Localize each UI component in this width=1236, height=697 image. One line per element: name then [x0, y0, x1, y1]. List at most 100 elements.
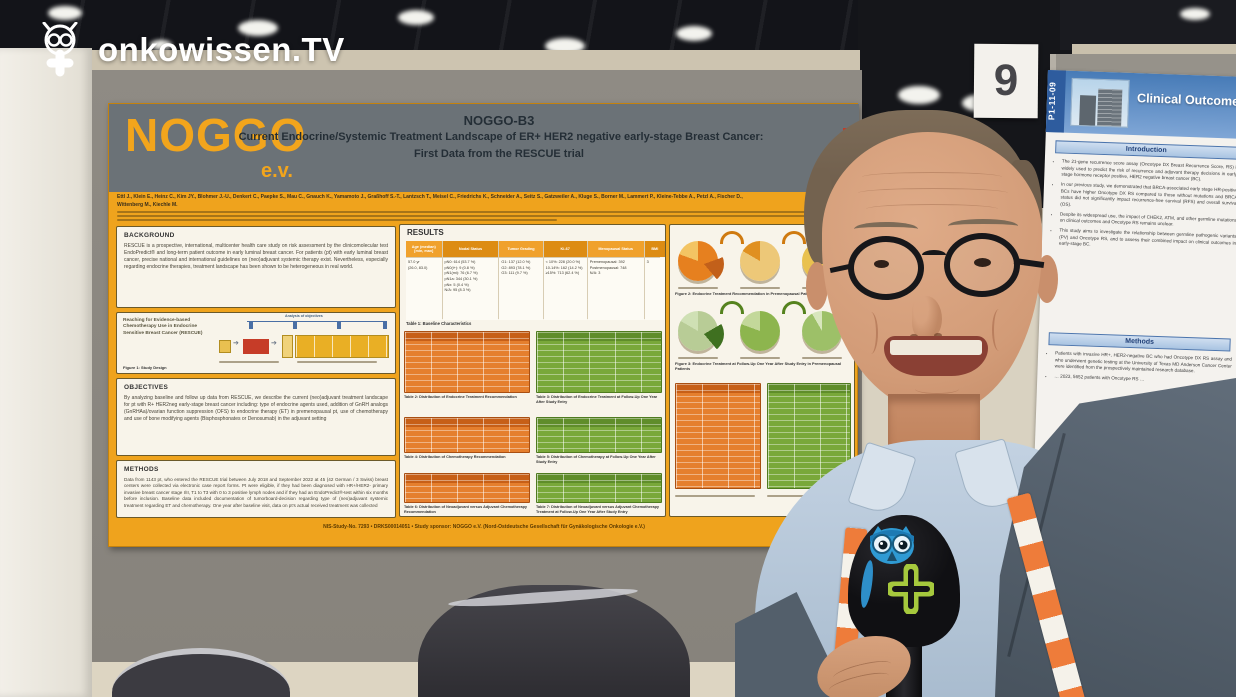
- noggo-logo-suffix: e.v.: [261, 160, 293, 182]
- ceiling-light: [398, 10, 434, 25]
- ceiling-corner: [1060, 0, 1236, 50]
- table1-header: Ki-67: [543, 241, 587, 257]
- methods-text: Data from 1143 pt, who entered the RESCU…: [124, 477, 388, 508]
- poster-title-line1: Current Endocrine/Systemic Treatment Lan…: [238, 131, 764, 143]
- owl-logo-icon: [42, 22, 78, 77]
- smile-crease: [864, 312, 878, 354]
- pie-chart-followup-2: [740, 311, 780, 351]
- glasses-left-lens: [848, 236, 924, 300]
- noggo-logo: NOGGO: [125, 109, 307, 161]
- table7-neoadjuvant-followup: [536, 473, 662, 503]
- nostril: [934, 333, 942, 338]
- figure1-arrow: ➔: [233, 340, 239, 347]
- background-heading: BACKGROUND: [124, 232, 175, 239]
- table6-caption: Table 6: Distribution of Neoadjuvant ver…: [404, 505, 527, 514]
- pie-label: [678, 357, 718, 359]
- affiliations-line: [117, 211, 829, 213]
- flow-arrow: [720, 231, 744, 244]
- person-nose: [912, 296, 942, 340]
- ceiling-light: [48, 6, 82, 20]
- figure1-box-endopredict: [243, 339, 269, 354]
- table1-header: Menopausal Status: [587, 241, 644, 257]
- figure1-visit-marker: [383, 322, 387, 329]
- figure1-box: Reaching for Evidence-based Chemotherapy…: [116, 312, 396, 374]
- table1-cell: < 10%: 228 (20.0 %) 10-14%: 162 (14.2 %)…: [543, 258, 587, 320]
- table1-cell: G1: 137 (12.0 %) G2: 893 (78.1 %) G3: 11…: [499, 258, 543, 320]
- right-poster-header: P1-11-09 Clinical Outcome: [1045, 70, 1236, 140]
- table1-cell: 57.0 yr (26.0, 83.0): [406, 258, 442, 320]
- person-eye: [974, 258, 991, 267]
- author-list: Ettl J., Klein E., Heinz C., Kim JY., Bl…: [117, 194, 851, 221]
- methods-heading: METHODS: [124, 466, 159, 473]
- ceiling-light: [676, 26, 712, 41]
- pie-label: [740, 287, 780, 289]
- figure1-box-registry: [219, 340, 231, 353]
- introduction-heading: Introduction: [1055, 140, 1236, 160]
- results-section: RESULTS Age (median) [min, max] Nodal St…: [399, 224, 666, 517]
- pie-label: [802, 357, 842, 359]
- glasses-bridge: [922, 250, 946, 260]
- poster-footer: NIS-Study-No. 7293 • DRKS00014051 • Stud…: [323, 524, 645, 530]
- baseline-characteristics-table: Age (median) [min, max] Nodal Status Tum…: [406, 241, 665, 320]
- table1-cell: Premenopausal: 392 Postmenopausal: 748 N…: [587, 258, 644, 320]
- table6-neoadjuvant-recommendation: [404, 473, 530, 503]
- person-ear: [806, 262, 828, 310]
- owl-icon: [870, 526, 914, 564]
- objectives-section: OBJECTIVES By analyzing baseline and fol…: [116, 378, 396, 456]
- smile-crease: [992, 309, 1006, 351]
- authors-line1: Ettl J., Klein E., Heinz C., Kim JY., Bl…: [117, 194, 743, 200]
- authors-line2: Wittenberg M., Kiechle M.: [117, 201, 178, 208]
- noggo-poster: ✚ NOGGO e.v. NOGGO-B3 Current Endocrine/…: [108, 103, 859, 547]
- forehead-wrinkle: [866, 204, 998, 214]
- ceiling-light: [238, 20, 278, 36]
- clover-plus-icon: [888, 564, 934, 614]
- board-number: 9: [973, 43, 1039, 119]
- figure1-bracket: [247, 321, 387, 322]
- table1-cell: pN0: 614 (53.7 %) pN0(i+): 9 (0.8 %) pN1…: [442, 258, 499, 320]
- intro-bullet: The 21-gene recurrence score assay (Onco…: [1061, 159, 1236, 185]
- ceiling-light: [150, 40, 172, 50]
- figure1-title: Reaching for Evidence-based Chemotherapy…: [123, 318, 203, 336]
- methods-section: METHODS Data from 1143 pt, who entered t…: [116, 460, 396, 518]
- flow-arrow: [782, 231, 806, 244]
- forehead-wrinkle: [862, 172, 1002, 182]
- table3-caption: Table 3: Distribution of Endocrine Treat…: [536, 395, 658, 404]
- methods-bullet: Patients with invasive HR+, HER2-negativ…: [1055, 350, 1233, 376]
- table4-chemo-recommendation: [404, 417, 530, 453]
- table4-caption: Table 4: Distribution of Chemotherapy Re…: [404, 455, 506, 459]
- table2-caption: Table 2: Distribution of Endocrine Treat…: [404, 395, 517, 399]
- figure2-caption: Figure 2: Endocrine Treatment Recommenda…: [675, 291, 816, 296]
- board-number-text: 9: [993, 55, 1019, 106]
- flow-arrow: [782, 301, 806, 314]
- figure1-followup-bar: [295, 335, 389, 358]
- figure1-arrow: ➔: [271, 340, 277, 347]
- background-text: RESCUE is a prospective, international, …: [124, 243, 388, 270]
- figure1-label: [219, 361, 279, 363]
- chin-crease: [915, 384, 959, 394]
- results-heading: RESULTS: [407, 228, 444, 237]
- right-poster-title: Clinical Outcome: [1136, 91, 1236, 109]
- pie-wedge: [684, 244, 724, 284]
- building-silhouette: [1097, 88, 1123, 127]
- figures-orange-table: [675, 383, 761, 489]
- channel-logo-text: onkowissen.TV: [98, 31, 345, 68]
- intro-bullet: In our previous study, we demonstrated t…: [1060, 181, 1236, 214]
- objectives-text: By analyzing baseline and follow up data…: [124, 395, 388, 422]
- figure1-box-therapy: [282, 335, 293, 358]
- affiliations-line: [117, 219, 558, 221]
- person-teeth: [890, 340, 982, 355]
- figure1-caption: Figure 1: Study Design: [123, 365, 167, 370]
- right-poster-id: P1-11-09: [1045, 70, 1066, 133]
- methods-heading-right: Methods: [1048, 332, 1231, 352]
- intro-bullet: This study aims to investigate the relat…: [1059, 227, 1236, 253]
- figure1-label: [297, 361, 377, 363]
- table1-header: Nodal Status: [442, 241, 499, 257]
- pie-wedge: [684, 314, 724, 354]
- figure1-visit-marker: [249, 322, 253, 329]
- table2-endocrine-recommendation: [404, 331, 530, 393]
- building-photo: [1070, 77, 1130, 128]
- table1-header: Tumor Grading: [499, 241, 543, 257]
- forehead-wrinkle: [858, 188, 1008, 198]
- table1-header: Age (median) [min, max]: [406, 241, 442, 257]
